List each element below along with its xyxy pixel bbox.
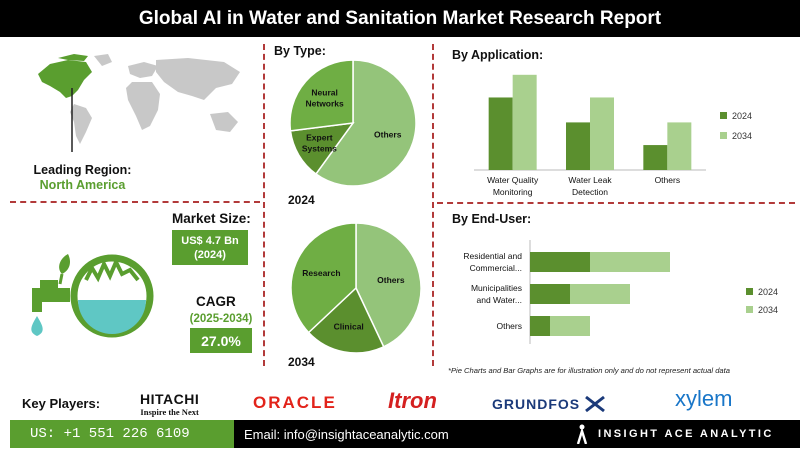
bar-water-leak-detection-2024 (566, 122, 590, 170)
x-tick-others: Others (655, 175, 681, 185)
legend-swatch-2024 (720, 112, 727, 119)
water-sanitation-icon (31, 254, 154, 338)
cagr-label: CAGR (196, 294, 236, 309)
cagr-period: (2025-2034) (189, 313, 253, 325)
market-size-label: Market Size: (172, 211, 251, 226)
bar-water-quality-monitoring-2024 (488, 97, 513, 170)
disclaimer-note: *Pie Charts and Bar Graphs are for illus… (448, 366, 730, 375)
legend-label-2024: 2024 (758, 287, 778, 297)
market-size-year: (2024) (194, 248, 226, 261)
hitachi-tagline: Inspire the Next (140, 407, 199, 417)
y-tick-others: Others (496, 321, 522, 331)
grundfos-logo: GRUNDFOS (492, 395, 606, 413)
pie-slice-neural-networks (289, 59, 354, 132)
y-tick-municipalities-and-water: Municipalities and Water... (471, 283, 522, 305)
bar-municipalities-and-water-2024 (530, 284, 570, 304)
application-bar-chart: Water Quality Monitoring Water Leak Detecti… (474, 74, 752, 197)
grundfos-mark-icon (585, 395, 606, 413)
legend-swatch-2034 (746, 306, 753, 313)
bar-water-leak-detection-2034 (590, 97, 614, 170)
pie-chart-2024: Others Expert Systems Neural Networks (289, 59, 417, 187)
pie-label-others: Others (377, 275, 405, 285)
y-tick-residential-and-commercial: Residential and Commercial... (463, 251, 522, 273)
brand-name: INSIGHT ACE ANALYTIC (598, 428, 774, 440)
legend-label-2034: 2034 (732, 131, 752, 141)
legend-swatch-2034 (720, 132, 727, 139)
bar-others-2024 (643, 145, 668, 170)
pie-slice-research (290, 222, 357, 334)
report-title: Global AI in Water and Sanitation Market… (0, 0, 800, 37)
bar-others-2024 (530, 316, 550, 336)
leading-region-label: Leading Region: (33, 163, 132, 177)
divider-mid (432, 44, 434, 366)
x-tick-water-quality-monitoring: Water Quality Monitoring (487, 175, 539, 197)
key-players-label: Key Players: (22, 396, 101, 411)
pie-chart-2034: Others Clinical Research (290, 222, 422, 354)
bar-others-2034 (667, 122, 692, 170)
bar-water-quality-monitoring-2034 (512, 74, 537, 170)
divider-left (263, 44, 265, 366)
end-user-chart-title: By End-User: (452, 212, 532, 226)
hitachi-logo-text: HITACHI (140, 391, 200, 407)
hitachi-logo: HITACHI Inspire the Next (140, 391, 199, 417)
pie-slice-clinical (307, 286, 385, 354)
bar-residential-and-commercial-2034 (590, 252, 670, 272)
phone-contact: US: +1 551 226 6109 (10, 420, 234, 448)
itron-logo: Itron (388, 388, 437, 413)
pie-slice-others (355, 222, 422, 348)
pie-label-neural-networks: Neural Networks (306, 88, 345, 109)
pie-year-2024: 2024 (288, 193, 315, 207)
type-chart-title: By Type: (274, 44, 326, 58)
bar-others-2034 (550, 316, 590, 336)
x-tick-water-leak-detection: Water Leak Detection (568, 175, 612, 197)
bar-municipalities-and-water-2034 (570, 284, 630, 304)
legend-label-2024: 2024 (732, 111, 752, 121)
divider-left-h (10, 201, 260, 203)
pie-label-clinical: Clinical (334, 321, 364, 331)
pie-label-research: Research (302, 268, 340, 278)
leading-region-value: North America (39, 178, 126, 192)
divider-right-h (437, 202, 795, 204)
market-size-value: US$ 4.7 Bn (181, 234, 239, 247)
pie-slice-others (314, 59, 417, 187)
email-contact: Email: info@insightaceanalytic.com (234, 420, 800, 448)
cagr-value: 27.0% (190, 328, 252, 353)
legend-label-2034: 2034 (758, 305, 778, 315)
insight-ace-logo-icon (576, 424, 588, 444)
grundfos-logo-text: GRUNDFOS (492, 396, 581, 412)
application-chart-title: By Application: (452, 48, 544, 62)
pie-label-expert-systems: Expert Systems (302, 132, 337, 153)
end-user-bar-chart: Residential and Commercial... Municipaliti… (463, 240, 778, 344)
brand-footer: INSIGHT ACE ANALYTIC (576, 420, 774, 448)
xylem-logo: xylem (675, 386, 733, 411)
legend-swatch-2024 (746, 288, 753, 295)
bar-residential-and-commercial-2024 (530, 252, 590, 272)
oracle-logo: ORACLE (253, 393, 337, 412)
world-map-icon (38, 54, 240, 152)
pie-label-others: Others (374, 129, 402, 139)
pie-year-2034: 2034 (288, 355, 315, 369)
market-size-badge: US$ 4.7 Bn (2024) (172, 230, 248, 265)
